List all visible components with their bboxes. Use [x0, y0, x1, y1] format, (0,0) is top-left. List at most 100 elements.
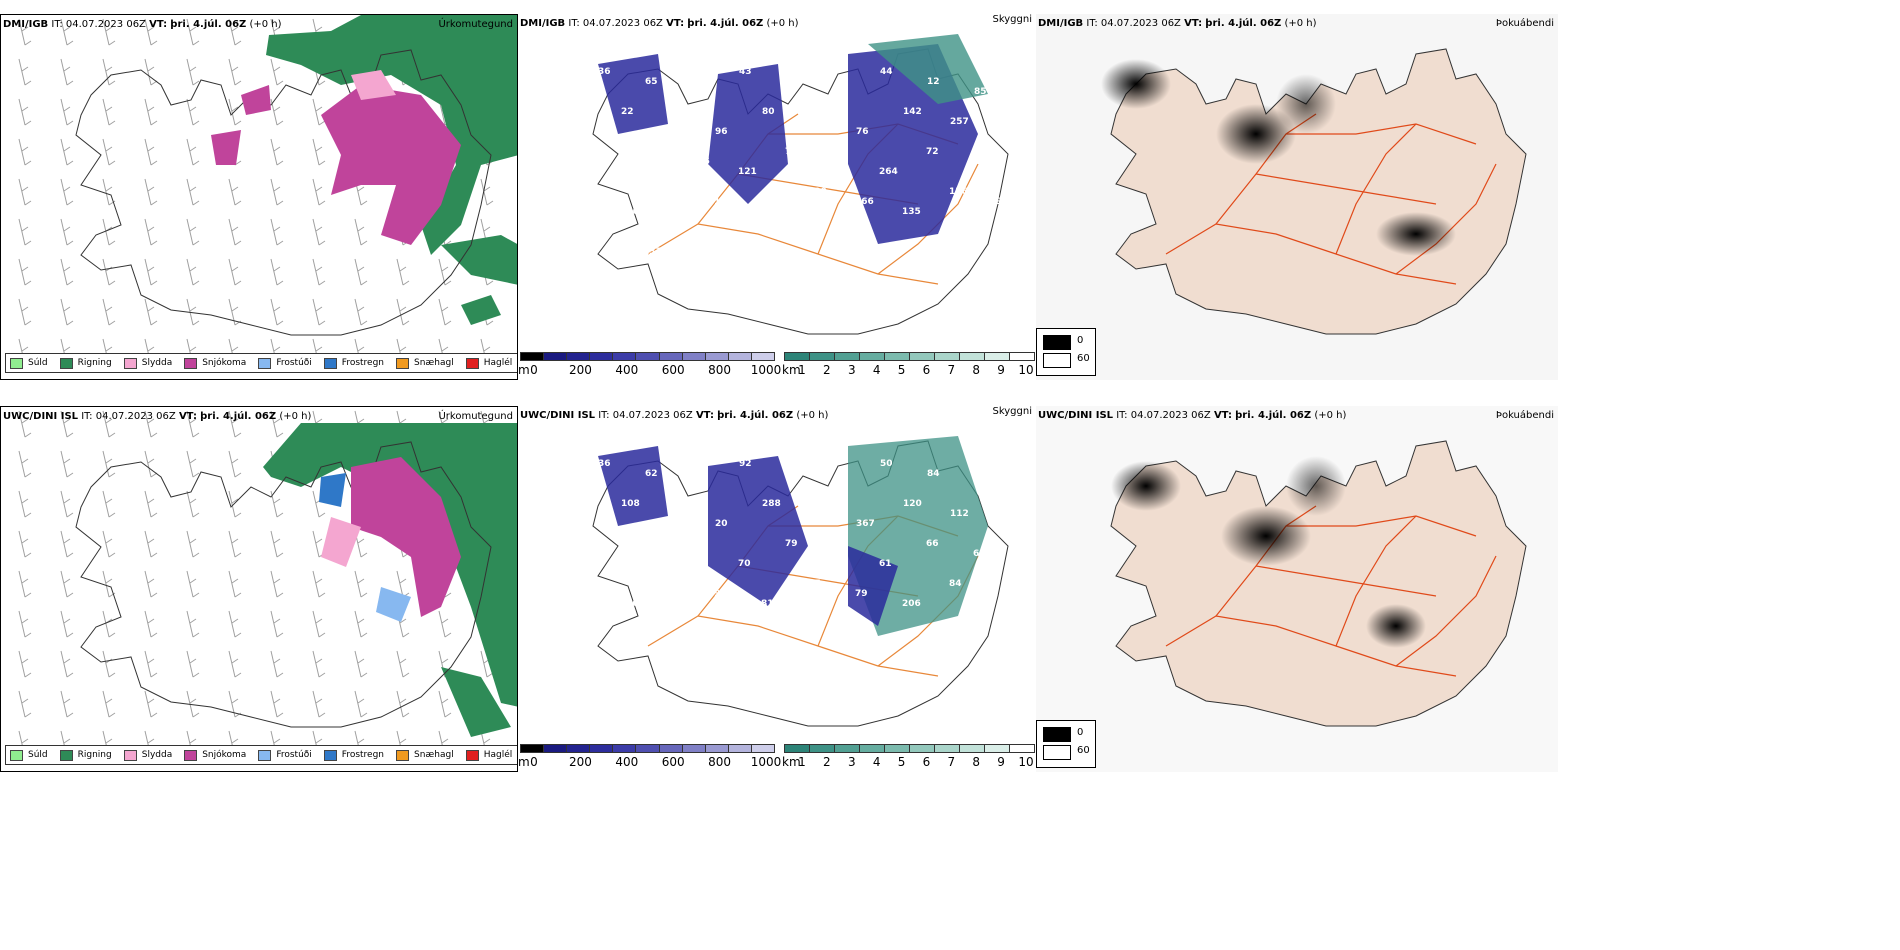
- colorbar-segment: [589, 744, 614, 753]
- ceiling-label: 91: [974, 479, 987, 489]
- colorbar-unit: km: [782, 755, 801, 769]
- ceiling-label: 288: [762, 499, 781, 509]
- fog-legend-label: 60: [1077, 745, 1090, 756]
- legend-swatch: [10, 357, 23, 369]
- ceiling-label: 65: [645, 77, 658, 87]
- colorbar-tick: 1: [798, 363, 806, 377]
- ceiling-label: 92: [739, 459, 752, 469]
- ceiling-header-row1: DMI/IGB IT: 04.07.2023 06Z VT: þri. 4.jú…: [520, 18, 799, 29]
- road-line: [1165, 615, 1457, 677]
- ceiling-label: 106: [620, 207, 639, 217]
- precip-legend-row1: Súld Rigning Slydda Snjókoma Frostúði Frostre…: [5, 353, 517, 373]
- ceiling-label: 62: [997, 127, 1010, 137]
- legend-item: Slydda: [123, 749, 173, 761]
- colorbar-unit: km: [782, 363, 801, 377]
- ceiling-label: 50: [880, 459, 893, 469]
- ceiling-label: 121: [738, 167, 757, 177]
- legend-label: Slydda: [141, 750, 173, 760]
- colorbar-segment: [909, 352, 935, 361]
- ceiling-label: 257: [950, 117, 969, 127]
- legend-item: Súld: [10, 749, 48, 761]
- precip-title-row2: Úrkomutegund: [438, 411, 513, 422]
- colorbar-segment: [809, 352, 835, 361]
- ceiling-label: 156: [691, 157, 710, 167]
- colorbar-tick: 4: [872, 363, 881, 377]
- colorbar-segment: [859, 352, 885, 361]
- colorbar-tick: 10: [1018, 363, 1034, 377]
- colorbar-segment: [784, 744, 810, 753]
- ceiling-map-row1: 36 65 61 43 31 5 44 12 85 22 30 96 80 88 76 142 257 62 149…: [592, 34, 1010, 335]
- colorbar-segment: [658, 352, 683, 361]
- ceiling-label: 79: [855, 589, 868, 599]
- legend-item: Snjókoma: [184, 357, 247, 369]
- ceiling-label: 30: [668, 117, 681, 127]
- ceiling-label: 66: [926, 539, 939, 549]
- colorbar-tick: 200: [568, 755, 592, 769]
- colorbar-segment: [959, 352, 985, 361]
- legend-swatch: [184, 357, 198, 369]
- iceland-outline: [75, 49, 492, 336]
- legend-label: Snjókoma: [202, 358, 247, 368]
- ceiling-label: 85: [974, 87, 987, 97]
- colorbar-segment: [612, 352, 637, 361]
- colorbar-segment: [784, 352, 810, 361]
- legend-label: Slydda: [141, 358, 173, 368]
- ceiling-label: 70: [738, 559, 751, 569]
- rain-area: [266, 15, 517, 255]
- legend-label: Rigning: [77, 358, 112, 368]
- road-line: [647, 615, 939, 677]
- fog-legend-label: 0: [1077, 727, 1084, 738]
- ceiling-label: 77: [785, 147, 798, 157]
- legend-swatch: [323, 749, 337, 761]
- ceiling-label: 43: [739, 67, 752, 77]
- ceiling-label: 60: [833, 479, 846, 489]
- colorbar-segment: [834, 744, 860, 753]
- legend-item: Snjókoma: [184, 749, 246, 761]
- colorbar-segment: [984, 352, 1010, 361]
- ceiling-colorbar-row2: m 0 200 400 600 800 1000: [518, 744, 781, 770]
- road-line: [1255, 173, 1437, 205]
- colorbar-tick: 9: [997, 755, 1005, 769]
- road-line: [1395, 555, 1497, 667]
- road-line: [1286, 123, 1477, 145]
- legend-label: Súld: [28, 750, 48, 760]
- iceland-outline: [75, 441, 492, 728]
- colorbar-segment: [612, 744, 637, 753]
- colorbar-segment: [543, 352, 568, 361]
- legend-label: Snæhagl: [414, 750, 454, 760]
- ceiling-colorbar-row1: m 0 200 400 600 800 1000: [518, 352, 781, 378]
- fog-legend-swatch: [1043, 727, 1071, 742]
- ceiling-label: 96: [996, 197, 1009, 207]
- colorbar-segment: [1009, 352, 1035, 361]
- legend-item: Snæhagl: [396, 749, 454, 761]
- colorbar-tick: 800: [708, 363, 732, 377]
- ceiling-label: 88: [809, 117, 822, 127]
- ceiling-label: 22: [621, 107, 634, 117]
- colorbar-segment: [635, 744, 660, 753]
- ceiling-label: 95: [668, 509, 681, 519]
- colorbar-segment: [834, 352, 860, 361]
- road-line: [1255, 565, 1437, 597]
- colorbar-tick: 600: [661, 755, 685, 769]
- ceiling-label: 20: [715, 519, 728, 529]
- colorbar-segment: [859, 744, 885, 753]
- legend-swatch: [323, 357, 337, 369]
- colorbar-segment: [884, 744, 910, 753]
- colorbar-segment: [658, 744, 683, 753]
- iceland-outline: [1110, 48, 1527, 335]
- colorbar-tick: 7: [947, 755, 956, 769]
- colorbar-segment: [959, 744, 985, 753]
- precip-map-row2: [1, 407, 517, 771]
- colorbar-tick: 800: [708, 755, 732, 769]
- legend-item: Frostregn: [323, 749, 384, 761]
- fog-header-row1: DMI/IGB IT: 04.07.2023 06Z VT: þri. 4.jú…: [1038, 18, 1317, 29]
- colorbar-segment: [704, 352, 729, 361]
- ceiling-label: 367: [856, 519, 875, 529]
- iceland-outline: [1110, 440, 1527, 727]
- legend-item: Frostregn: [323, 357, 385, 369]
- legend-label: Frostregn: [341, 358, 385, 368]
- precip-header-row1: DMI/IGB IT: 04.07.2023 06Z VT: þri. 4.jú…: [3, 19, 282, 30]
- colorbar-unit: m: [518, 755, 530, 769]
- ceiling-label: 100: [808, 187, 827, 197]
- ceiling-label: 36: [598, 459, 611, 469]
